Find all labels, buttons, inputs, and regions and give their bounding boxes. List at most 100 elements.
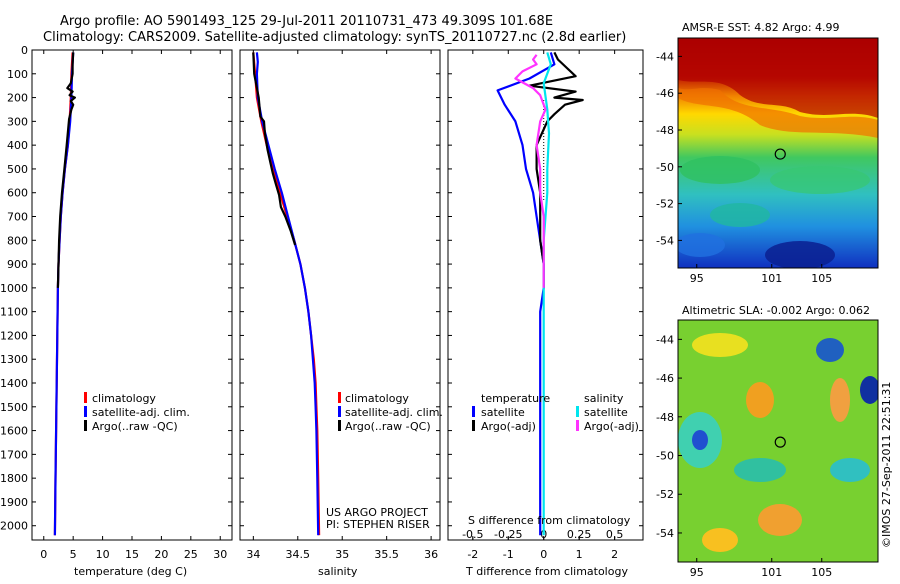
project-annotation: US ARGO PROJECT bbox=[326, 506, 428, 519]
x-tick-label: 35 bbox=[335, 548, 349, 561]
sst-warm-front bbox=[678, 38, 878, 118]
legend-swatch-s-argo bbox=[576, 420, 579, 431]
map-y-tick-label: -52 bbox=[656, 198, 674, 211]
pi-annotation: PI: STEPHEN RISER bbox=[326, 518, 430, 531]
legend-label-argo: Argo(..raw -QC) bbox=[92, 420, 178, 433]
sst-ticks: -44 -46 -48 -50 -52 -54 95 101 105 bbox=[656, 50, 832, 285]
sst-map-title: AMSR-E SST: 4.82 Argo: 4.99 bbox=[682, 21, 840, 34]
sla-heatmap bbox=[678, 320, 878, 562]
map-x-tick-label: 95 bbox=[690, 566, 704, 579]
map-y-tick-label: -46 bbox=[656, 372, 674, 385]
figure-title-line2: Climatology: CARS2009. Satellite-adjuste… bbox=[43, 30, 626, 45]
series-line-satellite-adj-clim- bbox=[255, 52, 320, 536]
x-tick-label: 15 bbox=[125, 548, 139, 561]
map-x-tick-label: 101 bbox=[761, 272, 782, 285]
sst-green-patch bbox=[680, 156, 760, 184]
depth-tick-label: 1400 bbox=[0, 377, 28, 390]
series-line-s-argo-adj- bbox=[514, 54, 547, 288]
legend-swatch-satellite bbox=[84, 406, 87, 417]
depth-tick-label: 1000 bbox=[0, 282, 28, 295]
salinity-xlabel: salinity bbox=[318, 565, 358, 578]
depth-tick-label: 900 bbox=[7, 258, 28, 271]
s-difference-label: S difference from climatology bbox=[468, 514, 631, 527]
depth-tick-label: 600 bbox=[7, 187, 28, 200]
depth-tick-label: 500 bbox=[7, 163, 28, 176]
legend-swatch-t-argo bbox=[472, 420, 475, 431]
sst-heatmap bbox=[678, 38, 878, 268]
sla-map-title: Altimetric SLA: -0.002 Argo: 0.062 bbox=[682, 304, 870, 317]
sla-map-frame bbox=[677, 319, 879, 563]
s-tick-label: 0.25 bbox=[567, 528, 592, 541]
map-y-tick-label: -54 bbox=[656, 527, 674, 540]
salinity-legend: climatology satellite-adj. clim. Argo(..… bbox=[338, 392, 443, 433]
legend-label-argo: Argo(..raw -QC) bbox=[345, 420, 431, 433]
map-x-tick-label: 101 bbox=[761, 566, 782, 579]
depth-tick-label: 1900 bbox=[0, 496, 28, 509]
map-x-tick-label: 95 bbox=[690, 272, 704, 285]
depth-tick-label: 400 bbox=[7, 139, 28, 152]
depth-tick-label: 1800 bbox=[0, 472, 28, 485]
legend-label-t-argo: Argo(-adj) bbox=[481, 420, 536, 433]
series-line-satellite-adj-clim- bbox=[53, 52, 75, 536]
depth-tick-label: 1100 bbox=[0, 306, 28, 319]
sla-blue-patch bbox=[692, 430, 708, 450]
map-y-tick-label: -44 bbox=[656, 333, 674, 346]
sst-green-patch bbox=[770, 166, 870, 194]
x-tick-label: 30 bbox=[213, 548, 227, 561]
legend-label-t-satellite: satellite bbox=[481, 406, 525, 419]
depth-tick-label: 800 bbox=[7, 234, 28, 247]
series-line-argo-raw-qc- bbox=[56, 52, 77, 288]
difference-legend: temperature salinity satellite Argo(-adj… bbox=[472, 392, 639, 433]
temperature-legend: climatology satellite-adj. clim. Argo(..… bbox=[84, 392, 190, 433]
difference-xlabel: T difference from climatology bbox=[465, 565, 628, 578]
sst-orange-band bbox=[678, 88, 878, 138]
sst-cyan-patch bbox=[710, 203, 770, 227]
map-y-tick-label: -48 bbox=[656, 124, 674, 137]
legend-label-satellite: satellite-adj. clim. bbox=[92, 406, 190, 419]
depth-tick-label: 200 bbox=[7, 92, 28, 105]
sst-map-frame bbox=[677, 37, 879, 269]
imos-watermark: ©IMOS 27-Sep-2011 22:51:31 bbox=[880, 382, 893, 548]
temperature-xlabel: temperature (deg C) bbox=[74, 565, 187, 578]
x-tick-label: 35.5 bbox=[374, 548, 399, 561]
argo-float-marker bbox=[774, 148, 786, 160]
map-y-tick-label: -46 bbox=[656, 87, 674, 100]
depth-tick-label: 1500 bbox=[0, 401, 28, 414]
depth-tick-label: 100 bbox=[7, 68, 28, 81]
depth-tick-label: 1700 bbox=[0, 448, 28, 461]
sla-cyan-patch bbox=[830, 458, 870, 482]
s-tick-label: -0.25 bbox=[494, 528, 522, 541]
legend-swatch-climatology bbox=[84, 392, 87, 403]
s-tick-label: 0.5 bbox=[606, 528, 624, 541]
s-tick-label: -0.5 bbox=[462, 528, 483, 541]
temperature-axes bbox=[31, 49, 233, 541]
depth-tick-label: 1300 bbox=[0, 353, 28, 366]
x-tick-label: 34 bbox=[246, 548, 260, 561]
x-tick-label: -1 bbox=[503, 548, 514, 561]
legend-swatch-argo bbox=[338, 420, 341, 431]
map-y-tick-label: -48 bbox=[656, 411, 674, 424]
x-tick-label: 0 bbox=[40, 548, 47, 561]
sla-blue-patch bbox=[816, 338, 844, 362]
legend-title-salinity: salinity bbox=[584, 392, 624, 405]
series-line-argo-raw-qc- bbox=[252, 52, 297, 246]
map-y-tick-label: -50 bbox=[656, 161, 674, 174]
temperature-series bbox=[53, 52, 77, 536]
legend-title-temperature: temperature bbox=[481, 392, 550, 405]
difference-axes bbox=[447, 49, 644, 541]
sla-yellow-patch bbox=[692, 333, 748, 357]
depth-tick-label: 1200 bbox=[0, 329, 28, 342]
legend-label-s-argo: Argo(-adj) bbox=[584, 420, 639, 433]
x-tick-label: 20 bbox=[154, 548, 168, 561]
x-tick-label: 0 bbox=[540, 548, 547, 561]
x-tick-label: 34.5 bbox=[286, 548, 311, 561]
x-tick-label: 5 bbox=[70, 548, 77, 561]
sst-blue-patch bbox=[765, 241, 835, 268]
map-x-tick-label: 105 bbox=[811, 566, 832, 579]
x-tick-label: -2 bbox=[467, 548, 478, 561]
legend-swatch-satellite bbox=[338, 406, 341, 417]
map-y-tick-label: -50 bbox=[656, 450, 674, 463]
sla-ticks: -44 -46 -48 -50 -52 -54 95 101 105 bbox=[656, 333, 832, 579]
x-tick-label: 25 bbox=[184, 548, 198, 561]
